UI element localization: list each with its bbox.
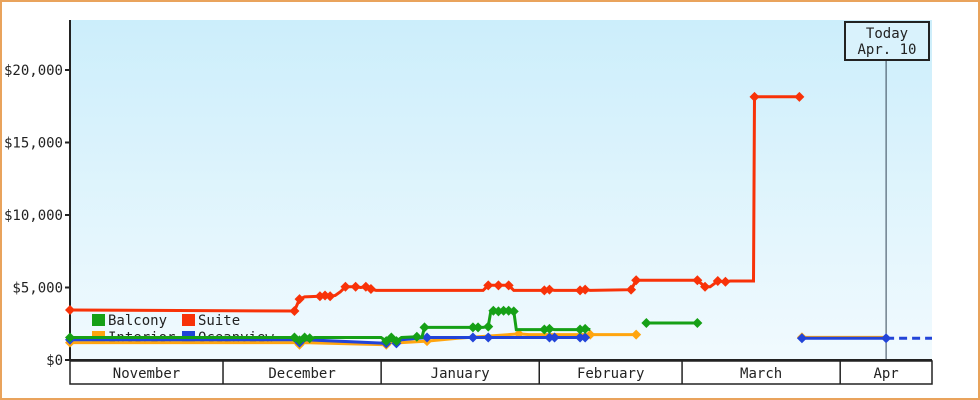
y-tick-label: $0 [46,353,63,369]
data-point-oceanview [467,332,478,343]
y-tick-label: $15,000 [4,136,63,152]
plot-area [70,20,932,360]
data-point-suite [483,280,494,291]
data-point-oceanview [483,332,494,343]
data-point-suite [365,283,376,294]
legend-swatch-suite [182,314,195,326]
data-point-suite [544,284,555,295]
series-lines [65,91,932,350]
data-point-oceanview [575,332,586,343]
data-point-balcony [580,323,591,334]
y-tick-label: $10,000 [4,208,63,224]
data-point-balcony [641,318,652,329]
data-point-balcony [692,318,703,329]
data-point-suite [580,284,591,295]
data-point-oceanview [881,333,892,344]
month-label-apr: Apr [873,366,898,382]
legend-label-balcony: Balcony [108,313,167,329]
data-point-suite [340,281,351,292]
legend-label-suite: Suite [198,313,240,329]
month-label-december: December [268,366,335,382]
data-point-oceanview [544,332,555,343]
month-label-january: January [431,366,490,382]
month-band [69,360,933,385]
data-point-balcony [411,331,422,342]
data-point-suite [289,305,300,316]
month-label-february: February [577,366,644,382]
data-point-balcony [473,322,484,333]
data-point-balcony [508,306,519,317]
data-point-balcony [467,322,478,333]
today-label-line1: Today [866,26,908,42]
data-point-oceanview [580,332,591,343]
series-balcony [65,305,703,347]
month-label-march: March [740,366,782,382]
data-point-suite [626,284,637,295]
legend-swatch-balcony [92,314,105,326]
data-point-balcony [483,321,494,332]
data-point-balcony [304,333,315,344]
month-label-november: November [113,366,180,382]
today-label-line2: Apr. 10 [857,42,916,58]
data-point-suite [294,294,305,305]
data-point-balcony [544,323,555,334]
data-point-balcony [498,305,509,316]
data-point-suite [350,281,361,292]
y-tick-label: $5,000 [12,281,63,297]
data-point-suite [794,91,805,102]
data-point-balcony [65,332,75,343]
axes [66,20,932,361]
data-point-balcony [391,336,402,347]
y-axis: $0 $5,000 $10,000 $15,000 $20,000 [4,63,71,369]
data-point-interior [631,329,642,340]
y-tick-label: $20,000 [4,63,63,79]
data-point-suite [749,91,760,102]
x-axis-months: November December January February March Apr [69,360,933,385]
data-point-suite [325,291,336,302]
data-point-suite [720,276,731,287]
today-annotation: Today Apr. 10 [844,21,930,61]
data-point-suite [712,275,723,286]
today-box [844,21,930,61]
data-point-oceanview [422,332,433,343]
data-point-suite [631,275,642,286]
data-point-suite [692,275,703,286]
series-suite [65,91,805,316]
data-point-oceanview [796,333,807,344]
data-point-suite [503,280,514,291]
data-point-oceanview [549,332,560,343]
data-point-suite [65,304,75,315]
data-point-balcony [419,322,430,333]
data-point-suite [700,281,711,292]
data-point-suite [493,280,504,291]
